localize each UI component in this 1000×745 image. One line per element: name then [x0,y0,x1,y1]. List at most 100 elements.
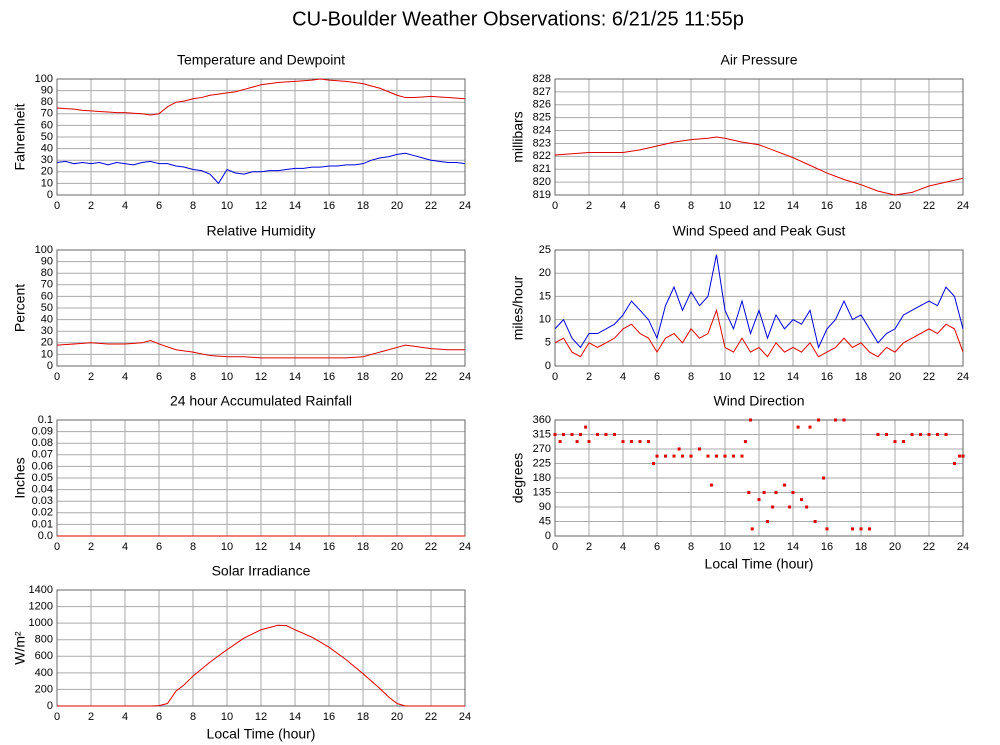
data-point [681,454,684,458]
y-tick-label: 100 [35,73,53,85]
y-tick-label: 823 [533,137,551,149]
y-tick-label: 828 [533,73,551,85]
y-tick-label: 0.09 [32,426,53,438]
data-point [834,418,837,422]
x-tick-label: 8 [688,371,694,383]
data-point [749,418,752,422]
data-point [961,454,965,458]
data-point [715,454,718,458]
data-point [747,491,751,494]
chart-title: 24 hour Accumulated Rainfall [170,393,352,409]
y-axis-label: Inches [12,457,28,498]
y-tick-label: 0.02 [32,507,53,519]
chart-title: Relative Humidity [207,223,316,239]
x-tick-label: 4 [122,371,128,383]
x-tick-label: 20 [391,371,403,383]
plot-frame [554,249,964,367]
data-point [750,527,754,531]
x-tick-label: 2 [88,711,94,723]
y-tick-label: 315 [533,428,551,440]
x-tick-label: 6 [654,371,660,383]
x-tick-label: 20 [889,371,901,383]
y-tick-label: 0 [47,189,53,201]
data-point [902,440,905,444]
y-axis-label: Fahrenheit [12,103,28,170]
x-tick-label: 14 [289,371,301,383]
x-tick-label: 24 [459,200,471,212]
x-tick-label: 24 [459,711,471,723]
y-tick-label: 1000 [29,617,53,629]
x-tick-label: 2 [586,371,592,383]
y-tick-label: 826 [533,99,551,111]
data-line [56,339,465,359]
x-tick-label: 22 [923,541,935,553]
x-tick-label: 24 [957,371,969,383]
y-tick-label: 60 [41,290,53,302]
y-tick-label: 30 [41,325,53,337]
x-tick-label: 2 [586,200,592,212]
x-tick-label: 20 [889,541,901,553]
x-tick-label: 22 [923,371,935,383]
x-tick-label: 10 [221,371,233,383]
data-point [842,418,846,422]
y-tick-label: 135 [533,486,551,498]
data-point [893,440,897,444]
data-point [910,433,914,436]
data-point [813,520,817,523]
x-tick-label: 6 [654,200,660,212]
data-point [621,440,625,444]
x-tick-label: 12 [753,371,765,383]
x-tick-label: 24 [957,200,969,212]
y-tick-label: 20 [41,337,53,349]
x-tick-label: 18 [855,200,867,212]
data-point [919,433,922,436]
y-tick-label: 824 [533,124,551,136]
data-point [817,418,820,422]
y-tick-label: 30 [41,154,53,166]
y-tick-label: 820 [533,176,551,188]
y-tick-label: 0.01 [32,518,53,530]
x-tick-label: 8 [190,200,196,212]
x-tick-label: 2 [88,541,94,553]
x-tick-label: 16 [323,200,335,212]
y-tick-label: 0.0 [38,530,53,542]
x-tick-label: 16 [821,371,833,383]
x-tick-label: 0 [54,541,60,553]
x-tick-label: 20 [391,200,403,212]
x-tick-label: 10 [221,711,233,723]
x-tick-label: 0 [552,541,558,553]
x-tick-label: 4 [122,711,128,723]
y-tick-label: 70 [41,279,53,291]
x-tick-label: 20 [391,541,403,553]
x-tick-label: 18 [357,371,369,383]
y-tick-label: 800 [35,634,53,646]
x-tick-label: 20 [889,200,901,212]
data-point [570,433,574,436]
data-point [757,498,761,502]
data-point [579,433,582,436]
y-tick-label: 5 [545,337,551,349]
y-tick-label: 825 [533,112,551,124]
data-point [587,440,591,444]
x-tick-label: 22 [425,541,437,553]
plot-frame [56,249,466,367]
y-tick-label: 0.08 [32,437,53,449]
x-tick-label: 18 [357,711,369,723]
y-tick-label: 90 [41,256,53,268]
x-tick-label: 8 [190,541,196,553]
y-tick-label: 25 [539,244,551,256]
y-tick-label: 50 [41,302,53,314]
y-tick-label: 200 [35,683,53,695]
data-point [584,425,588,429]
data-point [885,433,888,436]
y-tick-label: 40 [41,314,53,326]
x-tick-label: 6 [156,541,162,553]
data-point [638,440,642,444]
data-point [698,447,701,451]
y-axis-label: W/m² [12,631,28,665]
y-tick-label: 80 [41,96,53,108]
x-tick-label: 12 [255,711,267,723]
chart-title: Air Pressure [720,52,797,68]
x-tick-label: 2 [88,371,94,383]
data-point [647,440,650,444]
